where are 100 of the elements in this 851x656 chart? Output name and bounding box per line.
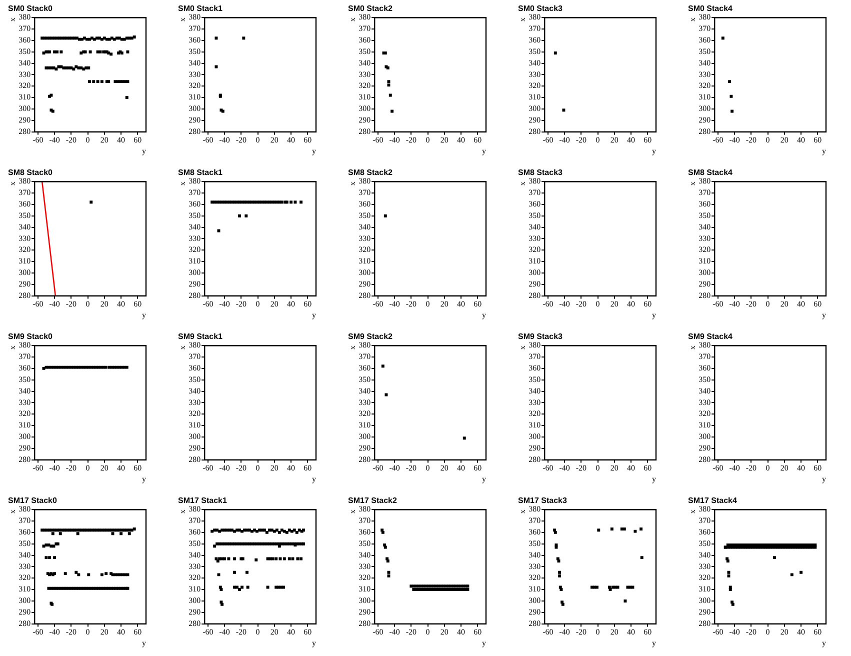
y-tick-label: 340	[358, 386, 371, 396]
x-tick-label: 40	[287, 136, 296, 145]
y-tick-label: 380	[188, 12, 201, 22]
x-tick-label: 20	[780, 300, 788, 309]
y-tick-label: 320	[18, 573, 31, 582]
x-tick-label: -20	[66, 628, 77, 637]
y-tick-label: 330	[188, 562, 201, 571]
x-tick-label: 20	[780, 136, 788, 145]
y-tick-label: 330	[358, 234, 371, 243]
y-tick-label: 320	[528, 409, 541, 418]
y-tick-label: 320	[188, 409, 201, 418]
chart-title: SM9 Stack1	[178, 332, 224, 342]
y-tick-label: 300	[528, 596, 541, 606]
y-tick-label: 350	[698, 46, 711, 56]
y-tick-label: 380	[698, 340, 711, 350]
y-tick-label: 320	[698, 81, 711, 90]
x-tick-label: 0	[596, 136, 600, 145]
x-axis-title: y	[312, 146, 316, 156]
x-tick-label: -60	[542, 464, 554, 473]
y-tick-label: 370	[188, 24, 201, 34]
y-tick-label: 380	[18, 504, 31, 514]
y-axis-title: x	[518, 346, 527, 350]
x-tick-label: 60	[814, 628, 822, 637]
y-tick-label: 290	[698, 279, 711, 288]
y-tick-label: 280	[18, 454, 31, 464]
y-tick-label: 360	[18, 36, 31, 45]
y-tick-label: 310	[18, 256, 31, 266]
y-tick-label: 300	[358, 432, 371, 442]
x-tick-label: 60	[304, 136, 312, 145]
x-tick-label: 60	[474, 300, 482, 309]
y-axis-title: x	[348, 510, 357, 514]
y-tick-label: 370	[698, 24, 711, 34]
y-tick-label: 340	[18, 550, 31, 560]
x-tick-label: 60	[134, 300, 142, 309]
x-axis-title: y	[652, 310, 656, 320]
x-tick-label: -20	[66, 464, 77, 473]
x-tick-label: -20	[406, 628, 417, 637]
chart-title: SM0 Stack3	[518, 4, 564, 14]
x-tick-label: 20	[440, 628, 448, 637]
y-tick-label: 340	[358, 58, 371, 68]
y-axis-title: x	[348, 182, 357, 186]
y-tick-label: 380	[18, 176, 31, 186]
x-tick-label: -40	[559, 464, 570, 473]
x-tick-label: -60	[202, 464, 214, 473]
x-tick-label: 0	[256, 300, 260, 309]
y-tick-label: 340	[698, 222, 711, 232]
y-tick-label: 320	[698, 409, 711, 418]
y-tick-label: 290	[188, 443, 201, 452]
x-tick-label: -60	[32, 628, 44, 637]
y-tick-label: 300	[698, 596, 711, 606]
y-tick-label: 380	[188, 176, 201, 186]
x-tick-label: 0	[766, 136, 770, 145]
x-axis-title: y	[482, 474, 486, 484]
y-tick-label: 280	[528, 618, 541, 628]
y-tick-label: 330	[358, 562, 371, 571]
x-tick-label: 60	[304, 628, 312, 637]
y-tick-label: 310	[528, 584, 541, 594]
y-tick-label: 310	[528, 92, 541, 102]
x-tick-label: -20	[576, 464, 587, 473]
x-tick-label: 40	[797, 136, 806, 145]
x-tick-label: 0	[596, 628, 600, 637]
y-axis-title: x	[8, 18, 17, 22]
y-tick-label: 310	[698, 92, 711, 102]
x-tick-label: 40	[627, 300, 636, 309]
x-tick-label: -60	[542, 628, 554, 637]
x-tick-label: -40	[559, 300, 570, 309]
y-tick-label: 350	[18, 374, 31, 384]
y-tick-label: 380	[698, 12, 711, 22]
y-tick-label: 350	[358, 374, 371, 384]
x-axis-title: y	[822, 310, 826, 320]
x-tick-label: -20	[576, 300, 587, 309]
y-axis-title: x	[518, 18, 527, 22]
y-tick-label: 370	[188, 188, 201, 198]
x-tick-label: 20	[100, 300, 108, 309]
y-tick-label: 340	[528, 550, 541, 560]
y-tick-label: 360	[358, 200, 371, 209]
x-axis-title: y	[142, 146, 146, 156]
x-axis-title: y	[482, 638, 486, 648]
x-axis-title: y	[142, 638, 146, 648]
y-axis-title: x	[688, 18, 697, 22]
x-tick-label: 20	[270, 300, 278, 309]
y-tick-label: 340	[698, 58, 711, 68]
y-tick-label: 320	[188, 573, 201, 582]
y-tick-label: 340	[188, 58, 201, 68]
y-tick-label: 280	[188, 454, 201, 464]
x-tick-label: -40	[729, 464, 740, 473]
y-tick-label: 280	[698, 126, 711, 136]
y-tick-label: 340	[18, 222, 31, 232]
x-tick-label: 60	[644, 628, 652, 637]
y-axis-title: x	[518, 510, 527, 514]
x-tick-label: 40	[117, 300, 126, 309]
y-tick-label: 290	[18, 115, 31, 124]
y-tick-label: 290	[698, 607, 711, 616]
y-tick-label: 290	[18, 607, 31, 616]
x-tick-label: -40	[49, 300, 60, 309]
y-tick-label: 330	[528, 398, 541, 407]
y-tick-label: 360	[18, 200, 31, 209]
x-tick-label: 20	[610, 628, 618, 637]
y-tick-label: 350	[358, 210, 371, 220]
y-tick-label: 370	[18, 24, 31, 34]
